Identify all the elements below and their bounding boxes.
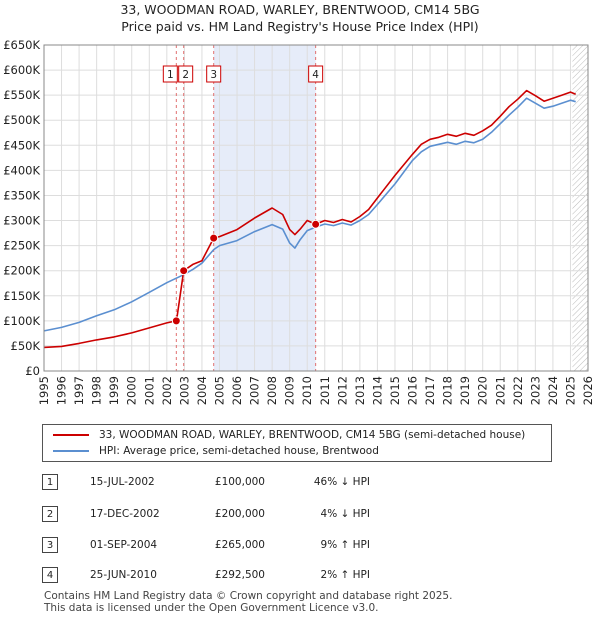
- sale-point: [171, 316, 181, 326]
- x-tick-label: 2023: [528, 376, 542, 405]
- x-tick-label: 2015: [388, 376, 402, 405]
- x-tick-label: 2007: [248, 376, 262, 405]
- table-row: 4 25-JUN-2010 £292,500 2% ↑ HPI: [42, 567, 462, 583]
- sale-price: £265,000: [214, 539, 265, 551]
- table-row: 3 01-SEP-2004 £265,000 9% ↑ HPI: [42, 537, 462, 553]
- legend-label-hpi: HPI: Average price, semi-detached house,…: [99, 445, 379, 457]
- x-tick-label: 2026: [581, 376, 595, 405]
- x-tick-label: 2025: [563, 376, 577, 405]
- y-tick-label: £0: [25, 364, 40, 378]
- plot-frame: [43, 44, 589, 372]
- y-tick-label: £450K: [3, 138, 40, 152]
- sale-point: [209, 233, 219, 243]
- x-tick-label: 2022: [511, 376, 525, 405]
- x-tick-label: 2014: [370, 376, 384, 405]
- y-tick-label: £300K: [3, 214, 40, 228]
- x-tick-label: 2005: [212, 376, 226, 405]
- sale-label-box: [308, 65, 324, 83]
- highlight-region: [213, 45, 316, 371]
- y-tick-label: £200K: [3, 264, 40, 278]
- y-tick-label: £100K: [3, 314, 40, 328]
- y-tick-label: £400K: [3, 163, 40, 177]
- x-tick-label: 2024: [546, 376, 560, 405]
- y-tick-label: £250K: [3, 239, 40, 253]
- y-tick-label: £550K: [3, 88, 40, 102]
- x-tick-label: 1996: [55, 376, 69, 405]
- sale-label: 3: [210, 69, 217, 81]
- sale-label-box: [206, 65, 222, 83]
- sale-number: 4: [42, 567, 58, 583]
- x-tick-label: 2000: [125, 376, 139, 405]
- y-tick-label: £500K: [3, 113, 40, 127]
- y-tick-label: £600K: [3, 63, 40, 77]
- x-tick-label: 1999: [107, 376, 121, 405]
- x-tick-label: 2018: [441, 376, 455, 405]
- y-tick-label: £50K: [11, 339, 41, 353]
- x-tick-label: 2009: [283, 376, 297, 405]
- footer-license: This data is licensed under the Open Gov…: [44, 602, 379, 614]
- x-tick-label: 2008: [265, 376, 279, 405]
- sale-price: £200,000: [214, 508, 265, 520]
- sale-label: 4: [312, 69, 319, 81]
- legend-swatch-hpi: [53, 450, 89, 452]
- sale-number: 1: [42, 474, 58, 490]
- x-tick-label: 2011: [318, 376, 332, 405]
- x-tick-label: 2019: [458, 376, 472, 405]
- chart-title: 33, WOODMAN ROAD, WARLEY, BRENTWOOD, CM1…: [120, 2, 480, 17]
- sale-hpi-diff: 46% ↓ HPI: [313, 476, 370, 488]
- y-tick-label: £650K: [3, 38, 40, 52]
- x-tick-label: 1998: [90, 376, 104, 405]
- sale-date: 25-JUN-2010: [90, 569, 157, 581]
- legend-label-property: 33, WOODMAN ROAD, WARLEY, BRENTWOOD, CM1…: [99, 429, 526, 441]
- price-chart: 1 2 3 4 £0 £50K £100K £150K £200K £250K £300K £350K…: [3, 38, 595, 405]
- sale-price: £292,500: [214, 569, 265, 581]
- y-tick-label: £350K: [3, 188, 40, 202]
- sale-price: £100,000: [214, 476, 265, 488]
- x-tick-label: 2021: [493, 376, 507, 405]
- sale-hpi-diff: 4% ↓ HPI: [320, 508, 370, 520]
- table-row: 2 17-DEC-2002 £200,000 4% ↓ HPI: [42, 506, 462, 522]
- sale-label-box: [178, 65, 194, 83]
- sale-label: 2: [182, 69, 189, 81]
- legend: 33, WOODMAN ROAD, WARLEY, BRENTWOOD, CM1…: [42, 424, 552, 462]
- sale-number: 2: [42, 506, 58, 522]
- x-tick-label: 1995: [37, 376, 51, 405]
- x-tick-label: 2004: [195, 376, 209, 405]
- sale-point: [311, 219, 321, 229]
- legend-swatch-property: [53, 434, 89, 436]
- x-tick-label: 2002: [160, 376, 174, 405]
- x-tick-label: 2016: [406, 376, 420, 405]
- x-tick-label: 2013: [353, 376, 367, 405]
- sale-hpi-diff: 2% ↑ HPI: [320, 569, 370, 581]
- x-tick-label: 2012: [335, 376, 349, 405]
- x-tick-label: 2006: [230, 376, 244, 405]
- x-tick-label: 2020: [476, 376, 490, 405]
- footer-copyright: Contains HM Land Registry data © Crown c…: [44, 590, 453, 602]
- sale-hpi-diff: 9% ↑ HPI: [320, 539, 370, 551]
- forecast-hatch: [572, 45, 588, 371]
- x-tick-label: 2010: [300, 376, 314, 405]
- x-tick-label: 2001: [142, 376, 156, 405]
- sale-number: 3: [42, 537, 58, 553]
- legend-item-hpi: HPI: Average price, semi-detached house,…: [53, 443, 379, 459]
- x-tick-label: 2003: [177, 376, 191, 405]
- x-tick-label: 2017: [423, 376, 437, 405]
- x-tick-label: 1997: [72, 376, 86, 405]
- sale-label-box: [162, 65, 178, 83]
- legend-item-property: 33, WOODMAN ROAD, WARLEY, BRENTWOOD, CM1…: [53, 427, 525, 443]
- sale-date: 01-SEP-2004: [90, 539, 158, 551]
- sale-date: 17-DEC-2002: [90, 508, 160, 520]
- sale-point: [179, 266, 189, 276]
- series-line-hpi: [43, 97, 576, 332]
- sale-label: 1: [167, 69, 174, 81]
- sale-date: 15-JUL-2002: [90, 476, 155, 488]
- table-row: 1 15-JUL-2002 £100,000 46% ↓ HPI: [42, 474, 462, 490]
- chart-subtitle: Price paid vs. HM Land Registry's House …: [121, 19, 479, 34]
- y-tick-label: £150K: [3, 289, 40, 303]
